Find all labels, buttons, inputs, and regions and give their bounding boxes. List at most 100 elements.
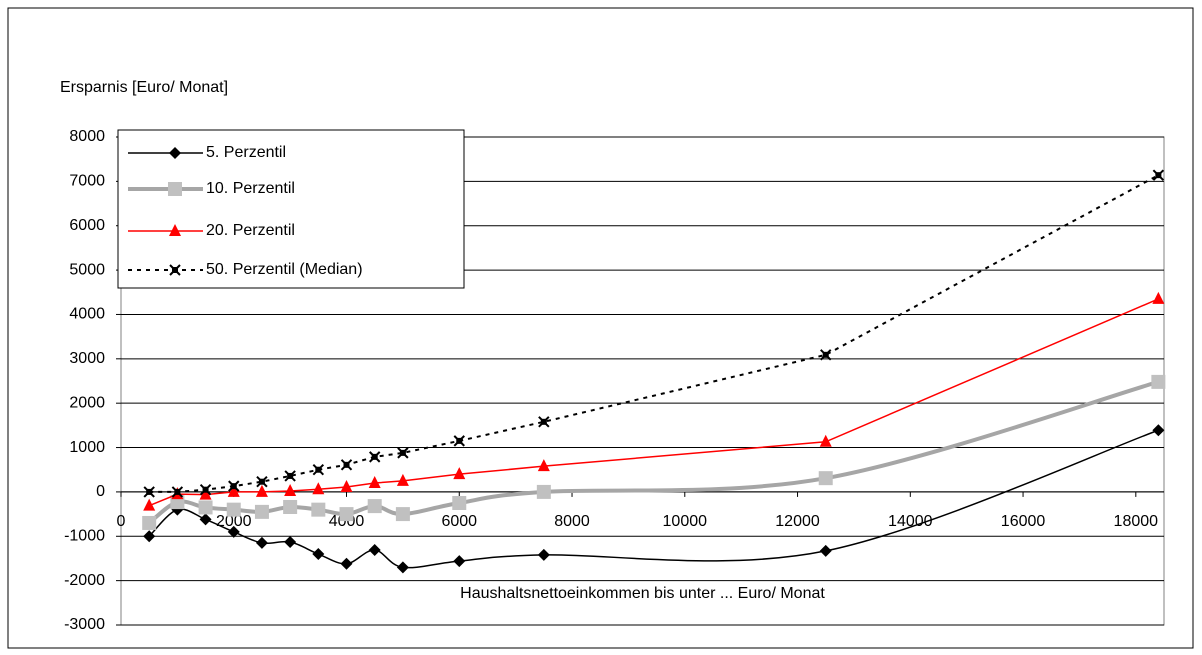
marker-cross (312, 464, 325, 476)
marker (820, 349, 832, 361)
marker (340, 459, 353, 471)
x-tick-label: 10000 (663, 513, 708, 530)
series-line (148, 429, 1159, 569)
marker (199, 483, 212, 496)
marker (169, 224, 181, 236)
marker (453, 467, 466, 480)
legend: 5. Perzentil 10. Perzentil 20. Perzentil 50… (117, 129, 465, 289)
marker-cross (397, 447, 409, 459)
y-tick-label: -2000 (64, 572, 105, 589)
marker (169, 147, 181, 159)
x-tick-label: 14000 (888, 513, 933, 530)
marker-cross (368, 451, 381, 463)
marker (226, 502, 241, 517)
marker (819, 434, 832, 447)
y-tick-label: 3000 (69, 350, 105, 367)
legend-label: 50. Perzentil (Median) (206, 261, 363, 278)
y-axis-title: Ersparnis [Euro/ Monat] (60, 79, 228, 96)
marker (819, 544, 832, 557)
y-tick-label: 4000 (69, 306, 105, 323)
marker (227, 484, 240, 497)
marker (397, 447, 409, 459)
marker (228, 480, 240, 492)
marker (453, 555, 466, 568)
marker (198, 500, 213, 515)
marker-cross (1152, 169, 1165, 181)
x-tick-label: 8000 (554, 513, 590, 530)
marker (453, 435, 465, 447)
marker (367, 499, 382, 514)
marker (368, 476, 381, 489)
marker (395, 507, 410, 522)
y-tick-label: 8000 (69, 128, 105, 145)
y-tick-label: 0 (96, 483, 105, 500)
marker-cross (820, 349, 832, 361)
x-axis-title: Haushaltsnettoeinkommen bis unter ... Eu… (460, 585, 825, 602)
marker (312, 482, 325, 495)
marker (311, 502, 326, 517)
marker (169, 264, 181, 276)
marker (143, 486, 155, 498)
marker-cross (340, 459, 353, 471)
series-line (147, 379, 1159, 525)
marker (1152, 424, 1165, 437)
y-tick-label: -3000 (64, 616, 105, 633)
marker (368, 544, 381, 557)
marker (142, 515, 157, 530)
x-tick-label: 18000 (1114, 513, 1159, 530)
marker (1152, 291, 1165, 304)
marker-cross (171, 486, 184, 498)
marker (143, 530, 156, 543)
marker (340, 557, 353, 570)
marker (396, 561, 409, 574)
marker (199, 487, 212, 500)
marker (818, 471, 833, 486)
chart-border (7, 7, 1194, 649)
marker (537, 548, 550, 561)
marker (340, 480, 353, 493)
series-line (149, 174, 1159, 493)
marker-cross (453, 435, 465, 447)
marker (255, 484, 268, 497)
marker (284, 484, 297, 497)
marker (1152, 169, 1165, 181)
marker (339, 507, 354, 522)
marker-cross (199, 483, 212, 496)
y-tick-label: 2000 (69, 394, 105, 411)
marker (312, 548, 325, 561)
marker (536, 484, 551, 499)
marker (284, 536, 297, 549)
y-tick-label: 7000 (69, 173, 105, 190)
marker (168, 182, 182, 196)
y-tick-label: -1000 (64, 527, 105, 544)
marker (537, 459, 550, 472)
marker (254, 504, 269, 519)
y-tick-label: 6000 (69, 217, 105, 234)
x-tick-label: 6000 (441, 513, 477, 530)
marker (538, 416, 550, 428)
marker (143, 498, 156, 511)
marker-cross (538, 416, 550, 428)
y-tick-label: 1000 (69, 439, 105, 456)
marker-cross (284, 470, 296, 482)
marker (396, 473, 409, 486)
marker (1151, 374, 1166, 389)
marker-cross (169, 264, 181, 276)
marker (283, 499, 298, 514)
marker-cross (228, 480, 240, 492)
legend-label: 20. Perzentil (206, 222, 295, 239)
marker (171, 486, 184, 498)
marker (312, 464, 325, 476)
y-tick-label: 5000 (69, 261, 105, 278)
marker-cross (143, 486, 155, 498)
legend-label: 10. Perzentil (206, 180, 295, 197)
marker (368, 451, 381, 463)
marker (256, 475, 268, 488)
x-tick-label: 16000 (1001, 513, 1046, 530)
marker (227, 525, 240, 538)
marker (284, 470, 296, 482)
legend-label: 5. Perzentil (206, 144, 286, 161)
marker (452, 496, 467, 510)
marker (255, 536, 268, 549)
